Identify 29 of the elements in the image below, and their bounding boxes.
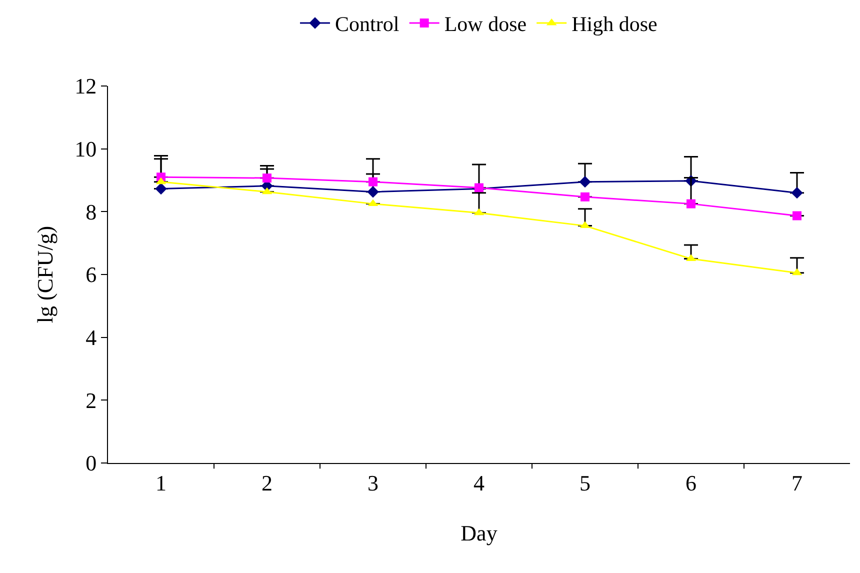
x-tick-label: 6 bbox=[686, 470, 696, 496]
y-tick-label: 12 bbox=[74, 74, 97, 99]
point bbox=[368, 177, 378, 186]
y-axis-title: lg (CFU/g) bbox=[32, 226, 58, 324]
x-tick-label: 2 bbox=[262, 470, 272, 496]
x-tick-label: 3 bbox=[368, 470, 378, 496]
y-tick-label: 10 bbox=[74, 136, 97, 162]
y-tick-label: 4 bbox=[86, 325, 97, 350]
legend-label: Control bbox=[335, 12, 400, 36]
point bbox=[580, 192, 590, 202]
legend-label: High dose bbox=[572, 12, 658, 36]
point bbox=[474, 183, 484, 192]
y-tick-label: 2 bbox=[86, 388, 97, 413]
x-tick-label: 4 bbox=[474, 470, 484, 496]
y-tick-label: 6 bbox=[86, 262, 97, 288]
y-tick-label: 0 bbox=[86, 450, 97, 476]
point bbox=[791, 186, 803, 199]
x-axis-title: Day bbox=[460, 520, 498, 546]
point bbox=[579, 176, 591, 188]
legend-label: Low dose bbox=[444, 12, 527, 36]
x-tick-label: 1 bbox=[156, 470, 166, 496]
point bbox=[686, 199, 696, 208]
point bbox=[792, 211, 802, 220]
point bbox=[367, 186, 379, 198]
point bbox=[262, 174, 272, 183]
x-tick-label: 7 bbox=[792, 470, 802, 496]
point bbox=[155, 182, 167, 195]
y-tick-label: 8 bbox=[86, 199, 97, 224]
x-tick-label: 5 bbox=[580, 470, 590, 496]
